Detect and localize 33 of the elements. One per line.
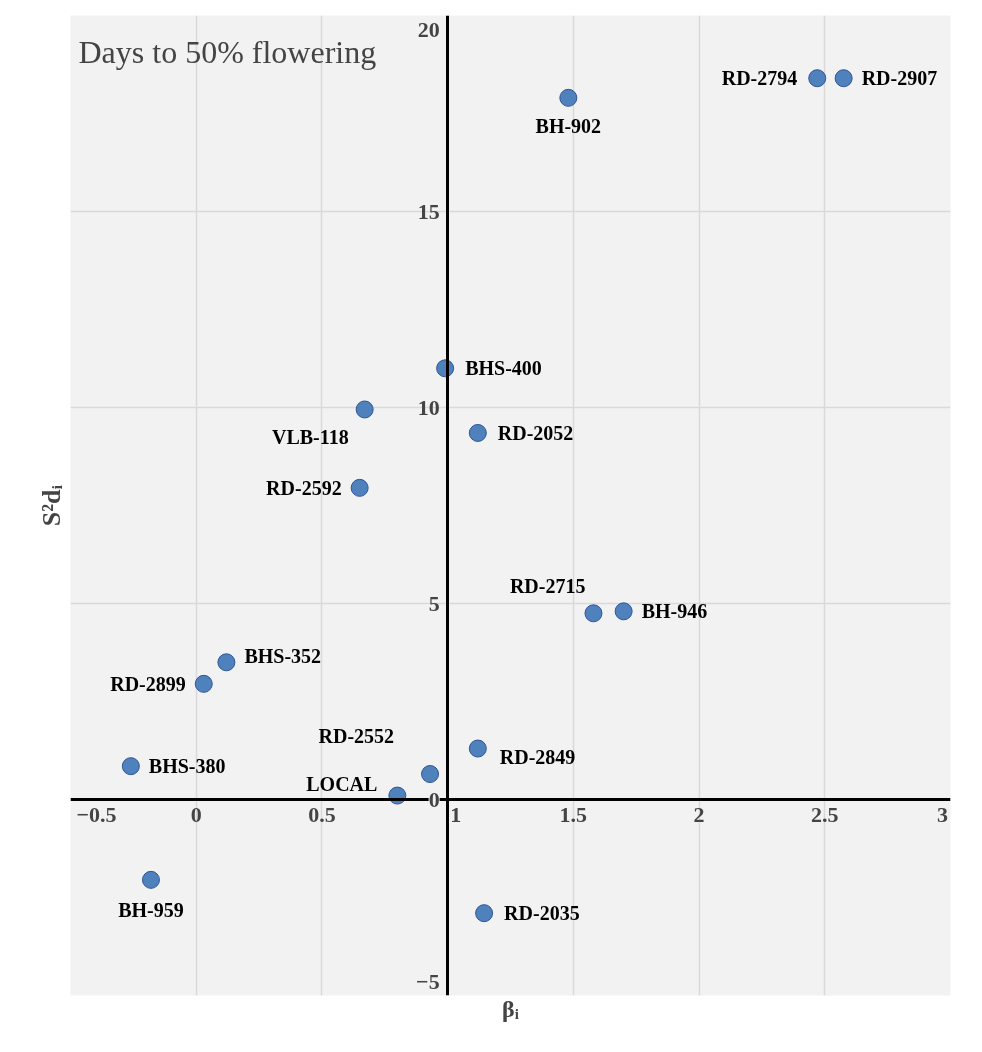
y-tick-label: 10 <box>417 394 440 420</box>
text: Days to 50% flowering <box>78 33 377 70</box>
annotation: BHS-400 <box>465 357 542 380</box>
annotation: RD-2899 <box>110 672 186 695</box>
annotation: BH-959 <box>118 898 184 921</box>
x-tick-label: 1 <box>450 801 462 827</box>
y-tick-label: 15 <box>417 198 440 224</box>
annotation: BHS-352 <box>244 645 322 668</box>
x-tick-label: −0.5 <box>76 801 117 827</box>
annotation: RD-2849 <box>499 745 576 768</box>
annotation: RD-2035 <box>504 902 580 925</box>
annotation: VLB-118 <box>271 426 349 449</box>
annotation: BH-902 <box>535 114 602 137</box>
x-tick-label: 2 <box>693 801 705 827</box>
annotation: LOCAL <box>306 772 378 795</box>
annotation: BHS-380 <box>148 755 226 778</box>
annotation: RD-2552 <box>318 725 395 748</box>
annotation: RD-2592 <box>266 476 342 499</box>
y-tick-label: 20 <box>417 16 440 42</box>
y-tick-label: 5 <box>428 590 440 616</box>
y-tick-label: −5 <box>416 968 440 994</box>
annotation: BH-946 <box>641 600 708 623</box>
y-axis-title: S²dᵢ <box>36 484 66 527</box>
x-tick-label: 2.5 <box>811 801 839 827</box>
annotation: RD-2715 <box>509 575 586 598</box>
x-axis-title: βᵢ <box>502 995 519 1022</box>
x-tick-label: 1.5 <box>559 801 588 827</box>
x-tick-label: 3 <box>937 801 948 827</box>
x-tick-label: 0 <box>190 801 202 827</box>
annotation: RD-2052 <box>497 421 574 444</box>
annotation: RD-2794 <box>721 67 798 90</box>
annotation: RD-2907 <box>861 67 938 90</box>
x-tick-label: 0.5 <box>308 801 336 827</box>
